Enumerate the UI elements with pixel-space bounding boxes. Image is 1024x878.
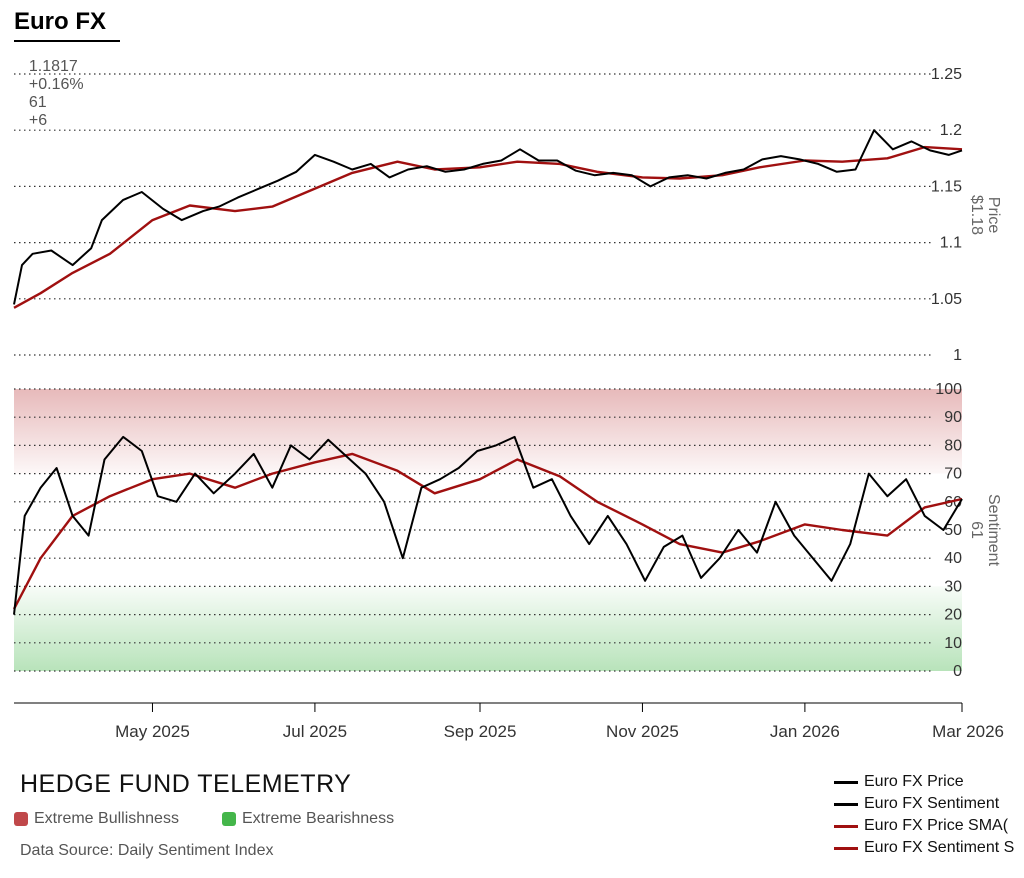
sentiment-line: [13, 435, 963, 615]
chart-title: Euro FX: [14, 8, 107, 35]
series-legend: Euro FX Price Euro FX Sentiment Euro FX …: [834, 771, 1014, 859]
legend-line-icon: [834, 846, 858, 850]
sentiment-sma-line: [12, 452, 963, 610]
price-tick-label: 1.25: [931, 66, 962, 83]
price-tick-label: 1: [953, 347, 962, 364]
price-tick-label: 1.05: [931, 291, 962, 308]
sentiment-tick-label: 10: [944, 635, 962, 652]
x-tick-label: Jul 2025: [283, 722, 347, 741]
legend-item[interactable]: Euro FX Sentiment: [834, 793, 1014, 815]
title-underline: [14, 40, 120, 42]
price-axis-label-text: Price: [985, 197, 1002, 234]
legend-label: Euro FX Sentiment: [864, 795, 1000, 812]
price-sma-line: [13, 145, 963, 309]
legend-line-icon: [834, 824, 858, 828]
price-line: [13, 129, 963, 305]
sentiment-tick-label: 70: [944, 466, 962, 483]
sentiment-tick-label: 100: [935, 381, 962, 398]
legend-label: Euro FX Sentiment S: [864, 839, 1015, 856]
legend-item[interactable]: Euro FX Sentiment S: [834, 837, 1014, 859]
bearish-label: Extreme Bearishness: [242, 810, 395, 827]
legend-item[interactable]: Euro FX Price: [834, 771, 1014, 793]
bullish-label: Extreme Bullishness: [34, 810, 179, 827]
legend-label: Euro FX Price: [864, 773, 964, 790]
data-source: Data Source: Daily Sentiment Index: [20, 842, 274, 859]
bearish-zone-legend: Extreme Bearishness: [222, 810, 394, 828]
x-tick-label: May 2025: [115, 722, 190, 741]
legend-label: Euro FX Price SMA(: [864, 817, 1009, 834]
sentiment-tick-label: 40: [944, 550, 962, 567]
price-axis-label-text: $1.18: [968, 195, 985, 235]
x-tick-label: Nov 2025: [606, 722, 679, 741]
sentiment-axis-label-text: Sentiment: [985, 494, 1002, 567]
sentiment-tick-label: 50: [944, 522, 962, 539]
price-axis-label: Price$1.18: [968, 195, 1002, 235]
x-tick-label: Jan 2026: [770, 722, 840, 741]
header-stats: 1.1817 +0.16% 61 +6: [20, 40, 98, 130]
price-tick-label: 1.1: [940, 235, 962, 252]
price-tick-label: 1.2: [940, 122, 962, 139]
current-sentiment: 61: [28, 94, 47, 111]
x-tick-label: Mar 2026: [932, 722, 1004, 741]
bullish-swatch: [14, 812, 28, 826]
bearish-swatch: [222, 812, 236, 826]
legend-line-icon: [834, 802, 858, 806]
brand-label: HEDGE FUND TELEMETRY: [20, 770, 352, 798]
sentiment-tick-label: 30: [944, 578, 962, 595]
chart-area: 11.051.11.151.21.25010203040506070809010…: [12, 66, 1004, 741]
sentiment-tick-label: 80: [944, 437, 962, 454]
legend-line-icon: [834, 780, 858, 784]
sentiment-tick-label: 0: [953, 663, 962, 680]
sentiment-tick-label: 20: [944, 607, 962, 624]
sentiment-tick-label: 90: [944, 409, 962, 426]
price-tick-label: 1.15: [931, 178, 962, 195]
bullish-zone: [14, 389, 962, 474]
sentiment-axis-label-text: 61: [968, 521, 985, 539]
bullish-zone-legend: Extreme Bullishness: [14, 810, 179, 828]
price-change: +0.16%: [28, 76, 84, 93]
x-tick-label: Sep 2025: [444, 722, 517, 741]
bearish-zone: [14, 586, 962, 671]
sentiment-change: +6: [28, 112, 48, 129]
legend-item[interactable]: Euro FX Price SMA(: [834, 815, 1014, 837]
current-price: 1.1817: [28, 58, 78, 75]
